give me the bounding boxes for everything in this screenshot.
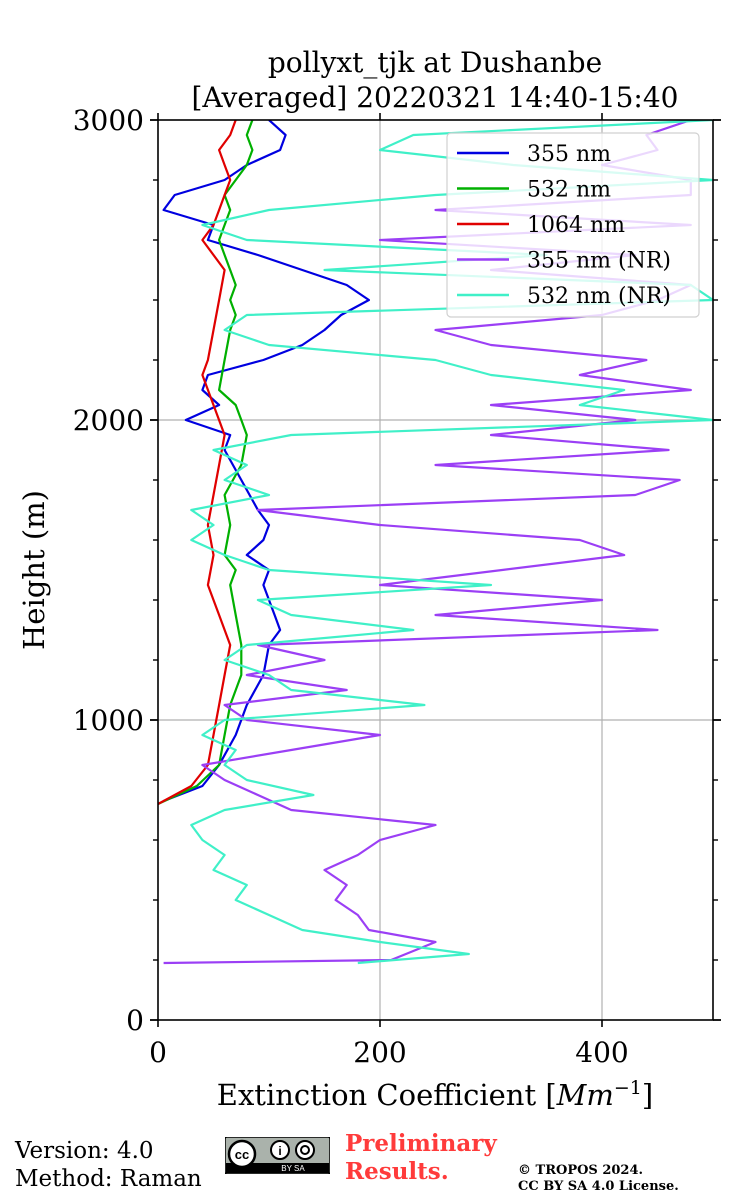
series-line-4 — [190, 120, 713, 965]
x-axis-label-close: ] — [642, 1078, 653, 1112]
cc-icon — [227, 1139, 257, 1169]
copyright-notice: © TROPOS 2024. CC BY SA 4.0 License. — [518, 1163, 679, 1195]
legend-label-4: 532 nm (NR) — [527, 284, 671, 309]
svg-text:i: i — [278, 1144, 281, 1158]
y-tick-label: 1000 — [73, 704, 144, 737]
x-axis-label-text: Extinction Coefficient [ — [217, 1078, 557, 1112]
x-axis-label: Extinction Coefficient [Mm−1] — [217, 1077, 653, 1112]
copyright-line-1: © TROPOS 2024. — [518, 1163, 644, 1178]
method-text: Method: Raman — [15, 1166, 202, 1192]
x-tick-label: 200 — [353, 1036, 406, 1069]
x-tick-label: 400 — [575, 1036, 628, 1069]
plot-frame — [157, 119, 714, 1021]
legend-label-3: 355 nm (NR) — [527, 249, 671, 274]
copyright-line-2: CC BY SA 4.0 License. — [518, 1179, 679, 1194]
preliminary-line-2: Results. — [345, 1158, 449, 1185]
legend-label-1: 532 nm — [527, 178, 611, 203]
chart-title-line-2: [Averaged] 20220321 14:40-15:40 — [192, 81, 679, 114]
cc-license-badge: cc i BY SA — [225, 1137, 330, 1174]
axis-ticks: 0 200 400 0 1000 2000 3000 — [73, 104, 721, 1069]
chart-title-line-1: pollyxt_tjk at Dushanbe — [268, 46, 602, 79]
legend-label-0: 355 nm — [527, 142, 611, 167]
cc-badge-text: BY SA — [281, 1164, 305, 1173]
sa-icon — [295, 1140, 315, 1160]
legend-label-2: 1064 nm — [527, 213, 625, 238]
y-tick-label: 2000 — [73, 404, 144, 437]
series-line-2 — [158, 120, 237, 805]
x-axis-unit-exponent: −1 — [614, 1077, 642, 1099]
footer-info: Version: 4.0 Method: Raman — [15, 1137, 202, 1193]
extinction-profile-chart: pollyxt_tjk at Dushanbe [Averaged] 20220… — [17, 46, 721, 1112]
svg-text:cc: cc — [235, 1147, 249, 1162]
x-axis-unit: Mm — [556, 1078, 614, 1112]
y-tick-label: 3000 — [73, 104, 144, 137]
x-tick-label: 0 — [149, 1036, 167, 1069]
preliminary-results-note: Preliminary Results. — [345, 1130, 497, 1186]
preliminary-line-1: Preliminary — [345, 1130, 497, 1157]
series-line-1 — [158, 120, 254, 805]
legend-box — [446, 132, 700, 318]
by-icon — [270, 1140, 290, 1160]
legend: 355 nm 532 nm 1064 nm 355 nm (NR) 532 nm (NR… — [446, 132, 700, 318]
series-line-0 — [162, 120, 370, 803]
version-text: Version: 4.0 — [15, 1138, 154, 1164]
y-axis-label: Height (m) — [17, 490, 51, 650]
y-tick-label: 0 — [126, 1004, 144, 1037]
